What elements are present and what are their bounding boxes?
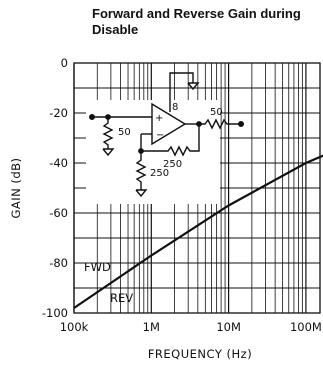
rev-annotation: REV — [110, 291, 133, 305]
inset-resistor-label: 50 — [118, 127, 131, 138]
y-axis-label: GAIN (dB) — [9, 157, 23, 218]
y-tick-label: -40 — [49, 156, 68, 170]
svg-text:−: − — [156, 130, 164, 141]
x-tick-label: 1M — [143, 320, 160, 334]
inset-circuit: + − — [86, 72, 244, 204]
x-tick-label: 100M — [290, 320, 322, 334]
fwd-annotation: FWD — [84, 260, 111, 274]
inset-resistor-label: 50 — [210, 107, 223, 118]
y-tick-label: -20 — [49, 106, 68, 120]
series-group — [73, 154, 323, 309]
inset-resistor-label: 250 — [163, 159, 182, 170]
plot-frame — [73, 62, 321, 314]
y-tick-label: -80 — [49, 256, 68, 270]
chart-title: Forward and Reverse Gain during Disable — [92, 6, 301, 37]
x-tick-label: 100k — [60, 320, 89, 334]
svg-text:+: + — [155, 113, 163, 124]
inset-pin-label: 8 — [172, 102, 178, 113]
y-tick-label: -60 — [49, 206, 68, 220]
series-line — [73, 154, 323, 309]
y-tick-label: -100 — [42, 306, 68, 320]
x-tick-label: 10M — [216, 320, 241, 334]
y-tick-label: 0 — [61, 56, 68, 70]
x-axis-label: FREQUENCY (Hz) — [148, 347, 252, 361]
inset-resistor-label: 250 — [150, 168, 169, 179]
